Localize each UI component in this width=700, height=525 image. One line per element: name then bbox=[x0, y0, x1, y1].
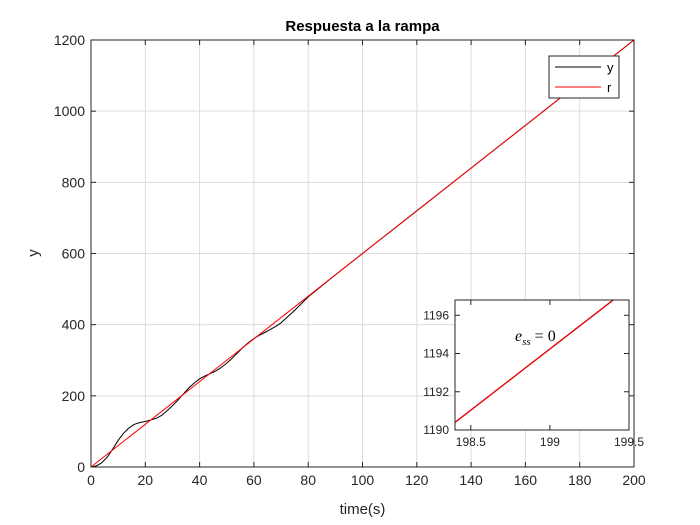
x-axis-label: time(s) bbox=[340, 501, 386, 518]
inset-axes-box bbox=[454, 299, 630, 431]
x-tick-label: 60 bbox=[246, 472, 262, 488]
x-tick-label: 198.5 bbox=[456, 435, 486, 449]
main-series bbox=[90, 39, 635, 468]
x-tick-label: 140 bbox=[459, 472, 483, 488]
y-tick-label: 1194 bbox=[423, 347, 449, 361]
series-line-r bbox=[454, 299, 614, 423]
x-tick-label: 160 bbox=[514, 472, 538, 488]
y-tick-label: 200 bbox=[62, 388, 86, 404]
legend: y r bbox=[548, 55, 620, 99]
chart-title: Respuesta a la rampa bbox=[285, 18, 440, 35]
y-tick-label: 1196 bbox=[423, 308, 449, 322]
main-ticks: 0 20 40 60 80 100 120 140 160 180 200 0 200 400 600 800… bbox=[54, 32, 646, 488]
y-axis-label: y bbox=[25, 249, 42, 257]
x-tick-label: 0 bbox=[87, 472, 95, 488]
y-tick-label: 400 bbox=[62, 317, 86, 333]
legend-label-y: y bbox=[607, 60, 614, 75]
y-tick-label: 0 bbox=[77, 459, 85, 475]
inset-series bbox=[454, 299, 614, 423]
x-tick-label: 120 bbox=[405, 472, 429, 488]
y-tick-label: 1190 bbox=[423, 423, 449, 437]
main-axes: 0 20 40 60 80 100 120 140 160 180 200 0 200 400 600 800… bbox=[25, 18, 646, 518]
x-tick-label: 40 bbox=[192, 472, 208, 488]
x-tick-label: 180 bbox=[568, 472, 592, 488]
y-tick-label: 1200 bbox=[54, 32, 85, 48]
legend-label-r: r bbox=[607, 80, 612, 95]
y-tick-label: 1192 bbox=[423, 385, 449, 399]
y-tick-label: 1000 bbox=[54, 103, 85, 119]
x-tick-label: 80 bbox=[300, 472, 316, 488]
series-line-r bbox=[90, 39, 635, 468]
x-tick-label: 199.5 bbox=[614, 435, 644, 449]
x-tick-label: 200 bbox=[622, 472, 646, 488]
y-tick-label: 600 bbox=[62, 246, 86, 262]
legend-box bbox=[548, 55, 620, 99]
y-tick-label: 800 bbox=[62, 174, 86, 190]
x-tick-label: 20 bbox=[138, 472, 154, 488]
inset-plot-area bbox=[455, 300, 629, 430]
x-tick-label: 199 bbox=[540, 435, 560, 449]
x-tick-label: 100 bbox=[351, 472, 375, 488]
inset-ticks: 198.5 199 199.5 1190 1192 1194 1196 bbox=[423, 300, 644, 449]
